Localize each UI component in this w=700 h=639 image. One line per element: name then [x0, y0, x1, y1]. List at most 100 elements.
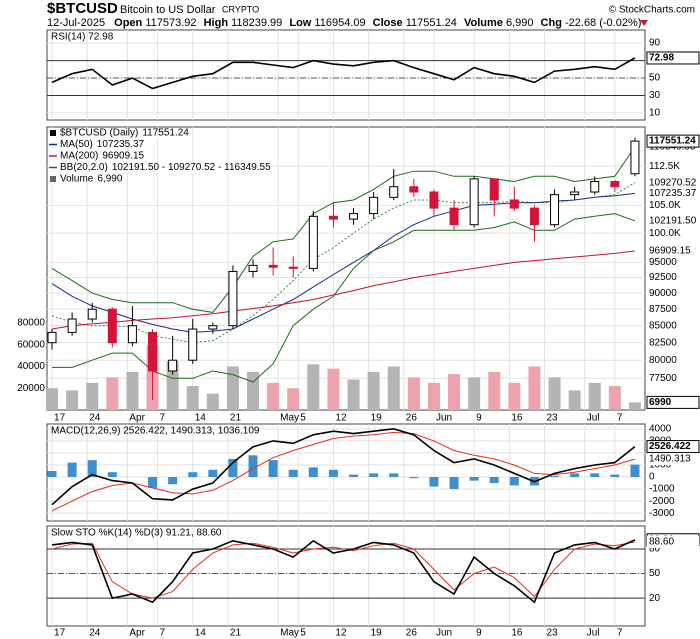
histogram-bar	[550, 475, 560, 478]
x-tick-label: 7	[617, 628, 623, 639]
candle-body	[449, 207, 459, 226]
x-tick-label: 23	[546, 628, 558, 639]
histogram-bar	[509, 477, 519, 486]
legend-icon	[50, 130, 56, 136]
volume-bar	[568, 390, 581, 410]
legend-name: BB(20,2.0)	[60, 162, 108, 173]
y-tick-label: 112.5K	[649, 161, 680, 172]
candle-body	[248, 264, 258, 272]
x-tick-label: 21	[230, 628, 242, 639]
histogram-bar	[590, 473, 600, 478]
volume-tick-label: 20000	[17, 383, 45, 394]
bollinger-band	[51, 146, 636, 313]
volume-tick-label: 40000	[17, 361, 45, 372]
x-tick-label: 5	[300, 413, 306, 424]
last-value-label: 109270.52	[649, 177, 697, 188]
histogram-bar	[87, 460, 97, 478]
quote-value: -22.68 (-0.02%)	[565, 17, 641, 29]
candle-body	[288, 266, 298, 269]
volume-bar	[548, 377, 561, 410]
histogram-bar	[429, 477, 439, 487]
volume-tick-label: 60000	[17, 339, 45, 350]
x-tick-label: 12	[335, 628, 347, 639]
legend-bg	[48, 127, 190, 139]
candle-body	[389, 186, 399, 198]
indicator-line	[51, 431, 636, 512]
volume-bar	[106, 377, 119, 410]
volume-bar	[588, 382, 601, 410]
volume-bar	[166, 361, 179, 410]
volume-bar	[427, 382, 440, 410]
quote-label: Open	[114, 17, 142, 29]
x-tick-label: 17	[54, 628, 66, 639]
histogram-bar	[308, 467, 318, 478]
candle-body	[610, 180, 620, 188]
legend-bg	[48, 150, 146, 162]
histogram-bar	[148, 477, 158, 488]
x-tick-label: 21	[230, 413, 242, 424]
y-tick-label: 85000	[649, 320, 677, 331]
x-tick-label: 19	[371, 628, 383, 639]
last-value-box	[647, 187, 699, 200]
volume-tick-label: 80000	[17, 318, 45, 329]
last-value-label: 102191.50	[649, 215, 697, 226]
x-tick-label: 19	[371, 413, 383, 424]
instrument-name: Bitcoin to US Dollar	[120, 4, 216, 16]
legend-value: 107235.37	[97, 139, 145, 150]
volume-bar	[86, 382, 99, 410]
candle-body	[550, 194, 560, 226]
histogram-bar	[248, 455, 258, 478]
candle-body	[429, 191, 439, 209]
candle-body	[268, 264, 278, 268]
y-tick-label: 1000	[649, 460, 672, 471]
last-value-label: 1490.313	[649, 454, 691, 465]
y-tick-label: -3000	[649, 508, 675, 519]
y-tick-label: 4000	[649, 423, 672, 434]
x-tick-label: 7	[160, 628, 166, 639]
histogram-bar	[369, 473, 379, 478]
histogram-bar	[328, 469, 338, 478]
candle-body	[107, 308, 117, 344]
legend-value: 96909.15	[102, 151, 144, 162]
last-value-box	[646, 51, 700, 65]
volume-bar	[226, 366, 239, 410]
legend-icon	[50, 176, 56, 182]
y-tick-label: 90	[649, 38, 661, 49]
quote-value: 117551.24	[406, 17, 457, 29]
x-tick-label: Jul	[587, 628, 600, 639]
histogram-bar	[288, 469, 298, 478]
x-tick-label: Apr	[129, 413, 145, 424]
panel-title: MACD(12,26,9) 2526.422, 1490.313, 1036.1…	[51, 426, 260, 437]
y-tick-label: 82500	[649, 337, 677, 348]
y-tick-label: 0	[649, 472, 655, 483]
ma-line	[51, 250, 635, 330]
histogram-bar	[469, 477, 479, 481]
volume-bar	[407, 377, 420, 410]
x-tick-label: Jul	[587, 413, 600, 424]
x-tick-label: 9	[476, 628, 482, 639]
y-tick-label: 95000	[649, 257, 677, 268]
x-tick-label: 26	[406, 413, 418, 424]
volume-bar	[287, 388, 300, 410]
quote-date: 12-Jul-2025	[47, 17, 105, 29]
candle-body	[630, 140, 640, 175]
candle-body	[228, 270, 238, 327]
x-tick-label: 12	[335, 413, 347, 424]
x-tick-label: 17	[54, 413, 66, 424]
x-tick-label: Jun	[436, 628, 452, 639]
candle-body	[509, 199, 519, 209]
histogram-bar	[208, 469, 218, 478]
quote-label: Low	[289, 17, 311, 29]
x-tick-label: Jun	[436, 413, 452, 424]
x-tick-label: 23	[546, 413, 558, 424]
volume-bar	[367, 371, 380, 410]
x-tick-label: 14	[195, 413, 207, 424]
exchange: CRYPTO	[222, 4, 259, 14]
volume-bar	[46, 388, 59, 410]
last-value-box	[646, 395, 700, 409]
quote-value: 6,990	[506, 17, 534, 29]
panel-frame	[46, 423, 646, 522]
quote-label: High	[204, 17, 229, 29]
volume-bar	[347, 379, 360, 410]
legend-value: 102191.50 - 109270.52 - 116349.55	[112, 162, 271, 173]
